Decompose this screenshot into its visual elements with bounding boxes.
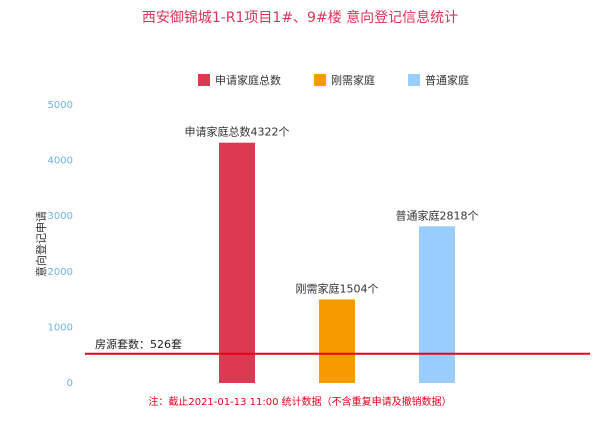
y-tick-label: 1000 — [48, 322, 73, 333]
note: 注：截止2021-01-13 11:00 统计数据（不含重复申请及撤销数据） — [148, 395, 451, 408]
chart-title: 西安御锦城1-R1项目1#、9#楼 意向登记信息统计 — [142, 9, 458, 26]
legend-label: 申请家庭总数 — [215, 73, 281, 87]
y-tick-label: 0 — [67, 378, 73, 389]
legend-swatch — [198, 74, 210, 86]
y-tick-label: 4000 — [48, 156, 73, 167]
y-tick-label: 3000 — [48, 211, 73, 222]
value-label: 申请家庭总数4322个 — [185, 125, 290, 139]
legend-label: 普通家庭 — [425, 73, 469, 87]
legend-swatch — [314, 74, 326, 86]
bar — [419, 226, 455, 383]
y-tick-label: 2000 — [48, 267, 73, 278]
y-axis-label: 意向登记申请 — [34, 211, 48, 277]
legend-swatch — [408, 74, 420, 86]
bar — [219, 142, 255, 383]
value-label: 刚需家庭1504个 — [296, 281, 379, 295]
reference-label: 房源套数：526套 — [95, 337, 182, 351]
bar — [319, 299, 355, 383]
legend-label: 刚需家庭 — [331, 73, 375, 87]
value-label: 普通家庭2818个 — [396, 208, 479, 222]
y-tick-label: 5000 — [48, 100, 73, 111]
